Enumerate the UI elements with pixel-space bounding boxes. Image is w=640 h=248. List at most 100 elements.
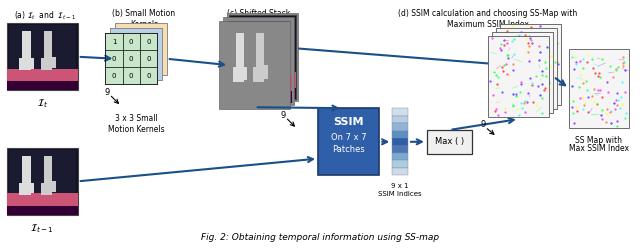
Bar: [227, 13, 298, 101]
Bar: [260, 65, 268, 79]
Bar: [229, 15, 296, 99]
Bar: [229, 88, 296, 99]
Bar: [225, 76, 292, 92]
Bar: [241, 59, 246, 74]
Bar: [229, 72, 296, 88]
Bar: [237, 63, 243, 78]
Bar: [233, 67, 239, 82]
Bar: [44, 156, 52, 195]
Bar: [6, 206, 77, 215]
Bar: [115, 23, 167, 75]
Bar: [248, 59, 255, 72]
Bar: [244, 25, 252, 74]
Bar: [6, 148, 77, 215]
Text: 0: 0: [146, 39, 150, 45]
Bar: [6, 81, 77, 90]
Bar: [48, 181, 56, 192]
Text: 9 x 1: 9 x 1: [391, 183, 409, 189]
Text: $\mathcal{I}_t$: $\mathcal{I}_t$: [36, 97, 48, 110]
Bar: [44, 31, 52, 70]
Bar: [268, 57, 276, 71]
Text: Patches: Patches: [332, 145, 365, 154]
Bar: [392, 108, 408, 116]
Bar: [492, 32, 554, 113]
Bar: [256, 33, 264, 82]
Bar: [392, 138, 408, 146]
Text: 9: 9: [105, 88, 110, 97]
Bar: [260, 29, 268, 78]
Text: On 7 x 7: On 7 x 7: [331, 133, 367, 142]
Text: Max ( ): Max ( ): [435, 137, 464, 146]
Bar: [22, 156, 31, 195]
Bar: [264, 25, 272, 74]
Bar: [22, 31, 31, 70]
Text: 1: 1: [112, 39, 116, 45]
Text: 0: 0: [129, 73, 133, 79]
Bar: [392, 116, 408, 123]
Text: SSIM Indices: SSIM Indices: [378, 191, 422, 197]
Bar: [240, 29, 248, 78]
Bar: [392, 160, 408, 168]
Bar: [244, 63, 251, 76]
Bar: [223, 25, 286, 80]
Text: (c) Shifted Stack
of Frames: (c) Shifted Stack of Frames: [227, 9, 291, 29]
Text: (b) Small Motion
Kernels: (b) Small Motion Kernels: [113, 9, 175, 29]
Text: Fig. 2: Obtaining temporal information using SS-map: Fig. 2: Obtaining temporal information u…: [201, 233, 439, 242]
Text: (d) SSIM calculation and choosing SS-Map with
Maximum SSIM Index: (d) SSIM calculation and choosing SS-Map…: [399, 9, 578, 29]
Bar: [569, 49, 628, 128]
Bar: [225, 19, 292, 103]
Text: 0: 0: [146, 56, 150, 62]
Bar: [225, 92, 292, 103]
Text: 0: 0: [112, 56, 116, 62]
Bar: [253, 67, 259, 82]
Bar: [240, 67, 246, 80]
Text: 3 x 3 Small
Motion Kernels: 3 x 3 Small Motion Kernels: [108, 114, 164, 133]
Bar: [221, 80, 289, 95]
Bar: [392, 131, 408, 138]
Bar: [6, 23, 77, 90]
Text: 0: 0: [146, 73, 150, 79]
Text: (a) $\mathcal{I}_t$  and  $\mathcal{I}_{t-1}$: (a) $\mathcal{I}_t$ and $\mathcal{I}_{t-…: [14, 9, 76, 22]
Bar: [223, 17, 294, 105]
Bar: [48, 57, 56, 67]
Bar: [219, 21, 291, 109]
Bar: [318, 108, 380, 175]
Bar: [26, 58, 34, 69]
Bar: [8, 150, 76, 193]
Text: SSIM: SSIM: [333, 117, 364, 127]
Bar: [19, 183, 25, 195]
Bar: [6, 69, 77, 81]
Bar: [41, 58, 47, 70]
Bar: [19, 58, 25, 70]
Bar: [496, 28, 557, 109]
Bar: [236, 33, 244, 82]
Bar: [392, 146, 408, 153]
Bar: [106, 33, 157, 85]
Text: Max SSIM Index: Max SSIM Index: [569, 144, 629, 153]
Bar: [488, 36, 549, 117]
Bar: [110, 28, 162, 80]
Bar: [264, 61, 272, 75]
Bar: [500, 24, 561, 105]
Bar: [221, 23, 289, 107]
Text: 0: 0: [129, 39, 133, 45]
Text: 9: 9: [481, 121, 486, 129]
Bar: [227, 21, 291, 76]
Text: 9: 9: [281, 111, 286, 120]
Text: $\mathcal{I}_{t-1}$: $\mathcal{I}_{t-1}$: [30, 222, 54, 235]
Bar: [8, 25, 76, 69]
Bar: [231, 17, 294, 72]
Bar: [257, 63, 263, 78]
Text: SS Map with: SS Map with: [575, 136, 622, 145]
Bar: [221, 95, 289, 107]
Bar: [261, 59, 267, 74]
Text: 0: 0: [112, 73, 116, 79]
Bar: [427, 130, 472, 154]
Bar: [392, 123, 408, 131]
Text: 0: 0: [129, 56, 133, 62]
Bar: [6, 193, 77, 206]
Bar: [41, 183, 47, 195]
Bar: [26, 183, 34, 193]
Bar: [392, 168, 408, 175]
Bar: [392, 153, 408, 160]
